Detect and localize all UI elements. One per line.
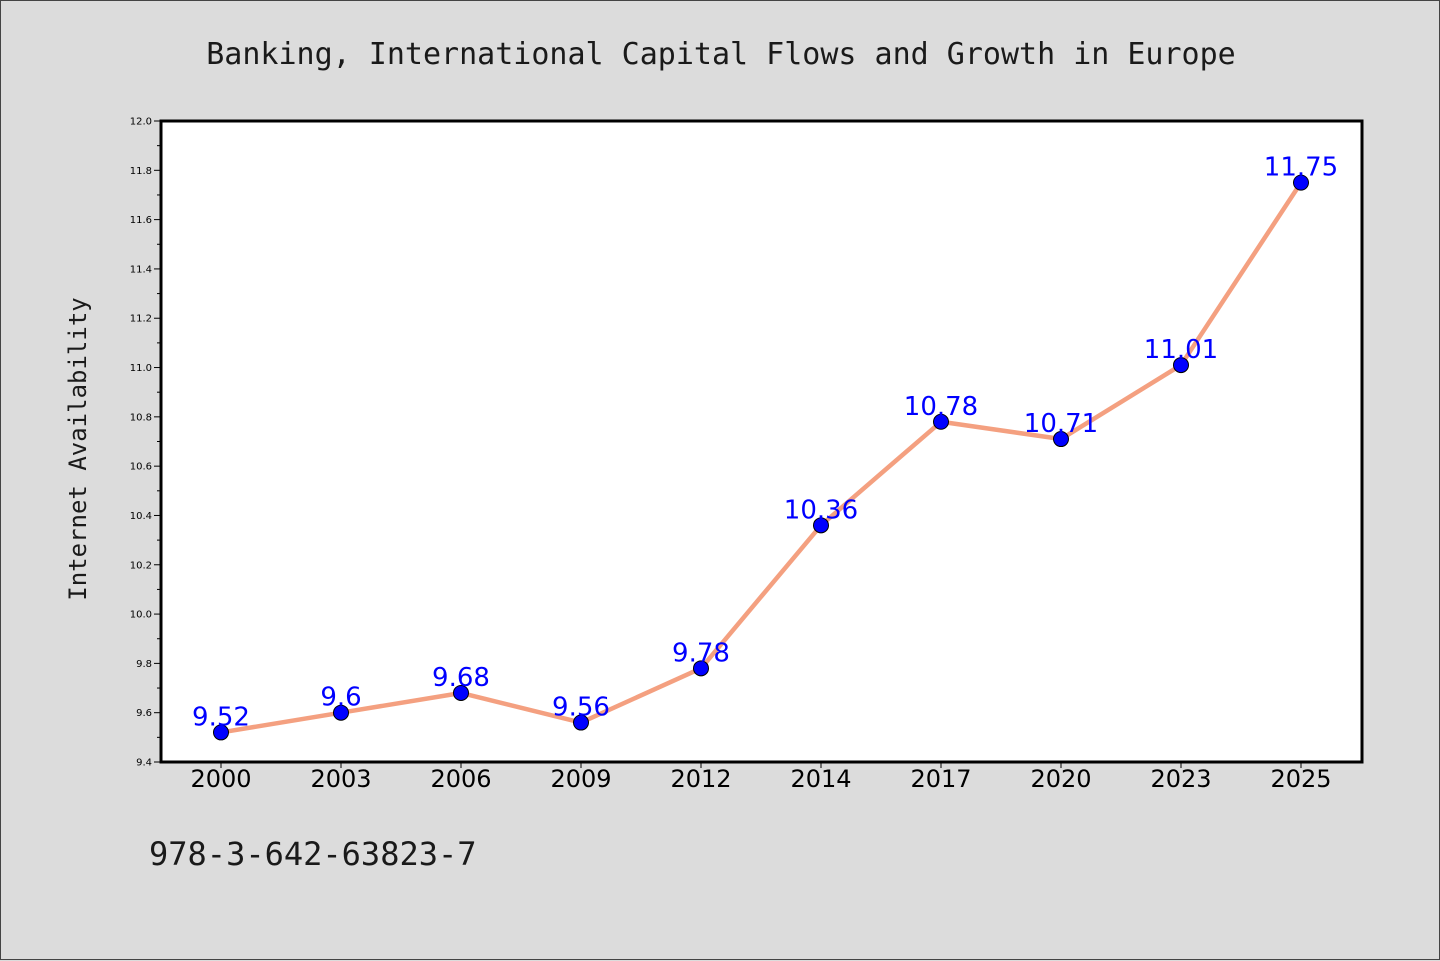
series-group: 9.52 9.6 9.68 9.56 9.78 10.36 10.78 10.71 11.01 1… [192, 153, 1338, 741]
data-label: 9.6 [320, 683, 361, 713]
x-tick-label: 2023 [1150, 765, 1211, 793]
chart-title: Banking, International Capital Flows and… [206, 37, 1236, 72]
y-tick-label: 10.6 [130, 462, 152, 473]
x-tick-label: 2003 [310, 765, 371, 793]
data-label: 10.36 [784, 495, 858, 525]
data-label: 9.52 [192, 702, 250, 732]
x-tick-label: 2009 [550, 765, 611, 793]
data-point [933, 413, 949, 430]
data-point [213, 724, 229, 741]
y-tick-label: 10.8 [130, 412, 152, 423]
data-label: 10.78 [904, 392, 978, 422]
data-point [573, 714, 589, 731]
y-tick-label: 9.6 [136, 708, 152, 719]
y-tick-label: 10.0 [130, 610, 152, 621]
data-label: 9.68 [432, 663, 490, 693]
y-tick-label: 9.8 [136, 659, 152, 670]
x-tick-label: 2017 [910, 765, 971, 793]
y-tick-label: 11.2 [130, 314, 152, 325]
x-tick-label: 2020 [1030, 765, 1091, 793]
y-tick-label: 11.6 [130, 215, 152, 226]
y-tick-label: 9.4 [136, 758, 152, 769]
y-axis-label: Internet Availability [64, 297, 92, 600]
data-label: 9.78 [672, 638, 730, 668]
y-tick-label: 11.0 [130, 363, 152, 374]
x-tick-label: 2025 [1270, 765, 1331, 793]
data-point [1173, 357, 1189, 374]
y-tick-label: 10.4 [130, 511, 152, 522]
y-tick-label: 11.4 [130, 264, 152, 275]
data-label: 11.75 [1264, 153, 1338, 183]
y-axis-ticks: 9.4 9.6 9.8 10.0 10.2 10.4 10.6 10.8 11.0 11.2 11.… [130, 117, 161, 769]
y-tick-label: 11.8 [130, 166, 152, 177]
plot-area [159, 119, 1364, 764]
data-point [1293, 174, 1309, 191]
series-line [218, 180, 1304, 735]
data-label: 10.71 [1024, 409, 1098, 439]
x-tick-label: 2006 [430, 765, 491, 793]
data-point [453, 684, 469, 701]
x-axis-ticks: 2000 2003 2006 2009 2012 2014 2017 2020 2023 2025 [190, 762, 1332, 793]
data-label: 9.56 [552, 693, 610, 723]
footer-id: 978-3-642-63823-7 [149, 835, 477, 873]
data-point [693, 660, 709, 677]
data-point [813, 517, 829, 534]
data-label: 11.01 [1144, 335, 1218, 365]
x-tick-label: 2012 [670, 765, 731, 793]
x-tick-label: 2000 [190, 765, 251, 793]
data-point [1053, 431, 1069, 448]
data-point [333, 704, 349, 721]
y-tick-label: 12.0 [130, 117, 152, 128]
x-tick-label: 2014 [790, 765, 851, 793]
y-tick-label: 10.2 [130, 560, 152, 571]
